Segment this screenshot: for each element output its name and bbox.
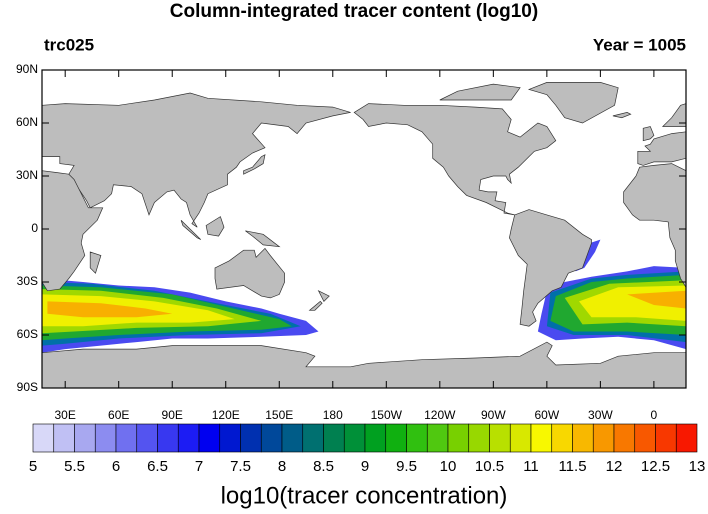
land (205, 216, 225, 237)
colorbar-box (634, 423, 656, 453)
lat-label: 60S (17, 327, 38, 341)
title: Column-integrated tracer content (log10) (170, 1, 538, 22)
tracer-contour (627, 290, 686, 309)
lon-label: 120E (212, 408, 240, 422)
colorbar-box (260, 423, 283, 453)
colorbar-box (406, 423, 428, 453)
colorbar-box (281, 423, 304, 453)
land (527, 82, 619, 124)
lon-label: 60E (108, 408, 129, 422)
land (317, 290, 330, 302)
land (214, 247, 285, 299)
colorbar-label: 8.5 (313, 458, 334, 475)
lon-label: 60W (535, 408, 560, 422)
colorbar-label: 11.5 (558, 458, 586, 475)
lon-label: 0 (651, 408, 658, 422)
land (612, 112, 632, 119)
colorbar-box (32, 423, 55, 453)
colorbar-label: 6 (112, 458, 120, 475)
colorbar-box (489, 423, 511, 453)
colorbar-box (115, 423, 138, 453)
colorbar-box (240, 423, 262, 453)
land (245, 230, 281, 248)
right-string: Year = 1005 (593, 35, 686, 54)
colorbar-title: log10(tracer concentration) (221, 482, 508, 509)
colorbar-label: 12 (606, 458, 623, 475)
colorbar-box (198, 423, 221, 453)
lon-label: 180 (323, 408, 343, 422)
colorbar-label: 7 (195, 458, 203, 475)
colorbar-label: 11 (523, 458, 539, 475)
land (42, 170, 104, 292)
map-layers (42, 82, 686, 388)
land (509, 209, 592, 327)
colorbar-label: 9 (361, 458, 369, 475)
colorbar-box (136, 423, 158, 453)
land (353, 103, 557, 216)
land (637, 131, 686, 166)
land (89, 251, 102, 274)
colorbar-box (509, 423, 532, 453)
colorbar-box (572, 423, 594, 453)
colorbar-box (364, 423, 387, 453)
land (42, 92, 351, 228)
lat-label: 0 (31, 221, 38, 235)
land (180, 219, 202, 240)
tracer-contour (47, 301, 173, 318)
lon-label: 120W (424, 408, 456, 422)
colorbar-label: 8 (278, 458, 286, 475)
colorbar-label: 7.5 (230, 458, 251, 475)
colorbar-box (655, 423, 677, 453)
lat-label: 60N (16, 115, 38, 129)
colorbar-box (447, 423, 470, 453)
colorbar-box (468, 423, 490, 453)
lon-label: 150W (371, 408, 403, 422)
lon-label: 150E (265, 408, 293, 422)
colorbar-box (613, 423, 636, 453)
colorbar-box (177, 423, 200, 453)
colorbar-box (426, 423, 449, 453)
lat-label: 30N (16, 168, 38, 182)
colorbar-box (53, 423, 75, 453)
left-string: trc025 (44, 35, 94, 54)
colorbar-box (219, 423, 241, 453)
land (439, 83, 521, 101)
colorbar-label: 9.5 (396, 458, 417, 475)
land (308, 300, 323, 311)
colorbar-label: 6.5 (147, 458, 168, 475)
colorbar-label: 5.5 (64, 458, 85, 475)
colorbar-box (530, 423, 553, 453)
colorbar-box (94, 423, 117, 453)
colorbar-label: 13 (689, 458, 706, 475)
land (623, 163, 686, 288)
lon-label: 90E (162, 408, 183, 422)
lat-label: 90S (17, 380, 38, 394)
colorbar-box (385, 423, 407, 453)
lon-label: 30E (55, 408, 76, 422)
land (243, 154, 266, 175)
colorbar-box (592, 423, 615, 453)
colorbar-label: 10 (440, 458, 457, 475)
colorbar-label: 12.5 (641, 458, 670, 475)
colorbar-box (675, 423, 698, 453)
colorbar-label: 5 (29, 458, 37, 475)
land (42, 341, 686, 388)
lat-label: 90N (16, 62, 38, 76)
colorbar-label: 10.5 (475, 458, 504, 475)
colorbar-box (74, 423, 96, 453)
colorbar-box (323, 423, 345, 453)
land (642, 126, 655, 142)
colorbar-box (157, 423, 179, 453)
lat-label: 30S (17, 274, 38, 288)
lon-label: 90W (481, 408, 506, 422)
land (661, 103, 686, 127)
colorbar-box (302, 423, 324, 453)
colorbar-box (343, 423, 366, 453)
lon-label: 30W (588, 408, 613, 422)
colorbar-box (551, 423, 573, 453)
